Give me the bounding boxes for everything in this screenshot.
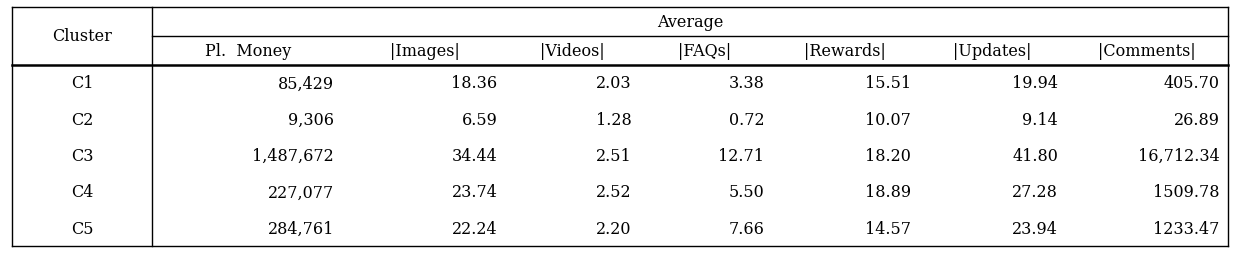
Text: 41.80: 41.80 [1012, 148, 1058, 164]
Text: 18.20: 18.20 [866, 148, 911, 164]
Text: 27.28: 27.28 [1012, 184, 1058, 201]
Text: 2.03: 2.03 [596, 75, 631, 92]
Text: C1: C1 [71, 75, 93, 92]
Text: 12.71: 12.71 [718, 148, 764, 164]
Text: 23.74: 23.74 [451, 184, 497, 201]
Text: 5.50: 5.50 [729, 184, 764, 201]
Text: 405.70: 405.70 [1163, 75, 1219, 92]
Text: Pl.  Money: Pl. Money [205, 43, 291, 59]
Text: 22.24: 22.24 [453, 220, 497, 237]
Text: 15.51: 15.51 [864, 75, 911, 92]
Text: 2.52: 2.52 [596, 184, 631, 201]
Text: 7.66: 7.66 [728, 220, 764, 237]
Text: 9.14: 9.14 [1023, 111, 1058, 128]
Text: 9,306: 9,306 [288, 111, 334, 128]
Text: 23.94: 23.94 [1012, 220, 1058, 237]
Text: 1.28: 1.28 [596, 111, 631, 128]
Text: Average: Average [657, 14, 723, 30]
Text: 18.89: 18.89 [864, 184, 911, 201]
Text: 284,761: 284,761 [268, 220, 334, 237]
Text: 14.57: 14.57 [864, 220, 911, 237]
Text: 19.94: 19.94 [1012, 75, 1058, 92]
Text: 2.51: 2.51 [596, 148, 631, 164]
Text: 16,712.34: 16,712.34 [1138, 148, 1219, 164]
Text: 6.59: 6.59 [461, 111, 497, 128]
Text: |Images|: |Images| [389, 43, 460, 59]
Text: 2.20: 2.20 [596, 220, 631, 237]
Text: 3.38: 3.38 [728, 75, 764, 92]
Text: 85,429: 85,429 [278, 75, 334, 92]
Text: |Updates|: |Updates| [952, 43, 1032, 59]
Text: 1509.78: 1509.78 [1153, 184, 1219, 201]
Text: C3: C3 [71, 148, 93, 164]
Text: 1,487,672: 1,487,672 [253, 148, 334, 164]
Text: Cluster: Cluster [52, 28, 112, 45]
Text: 227,077: 227,077 [268, 184, 334, 201]
Text: 34.44: 34.44 [451, 148, 497, 164]
Text: C4: C4 [71, 184, 93, 201]
Text: |Videos|: |Videos| [539, 43, 604, 59]
Text: 10.07: 10.07 [866, 111, 911, 128]
Text: 1233.47: 1233.47 [1153, 220, 1219, 237]
Text: 0.72: 0.72 [729, 111, 764, 128]
Text: 26.89: 26.89 [1173, 111, 1219, 128]
Text: 18.36: 18.36 [451, 75, 497, 92]
Text: |Rewards|: |Rewards| [804, 43, 885, 59]
Text: C2: C2 [71, 111, 93, 128]
Text: |Comments|: |Comments| [1097, 43, 1195, 59]
Text: |FAQs|: |FAQs| [678, 43, 732, 59]
Text: C5: C5 [71, 220, 93, 237]
